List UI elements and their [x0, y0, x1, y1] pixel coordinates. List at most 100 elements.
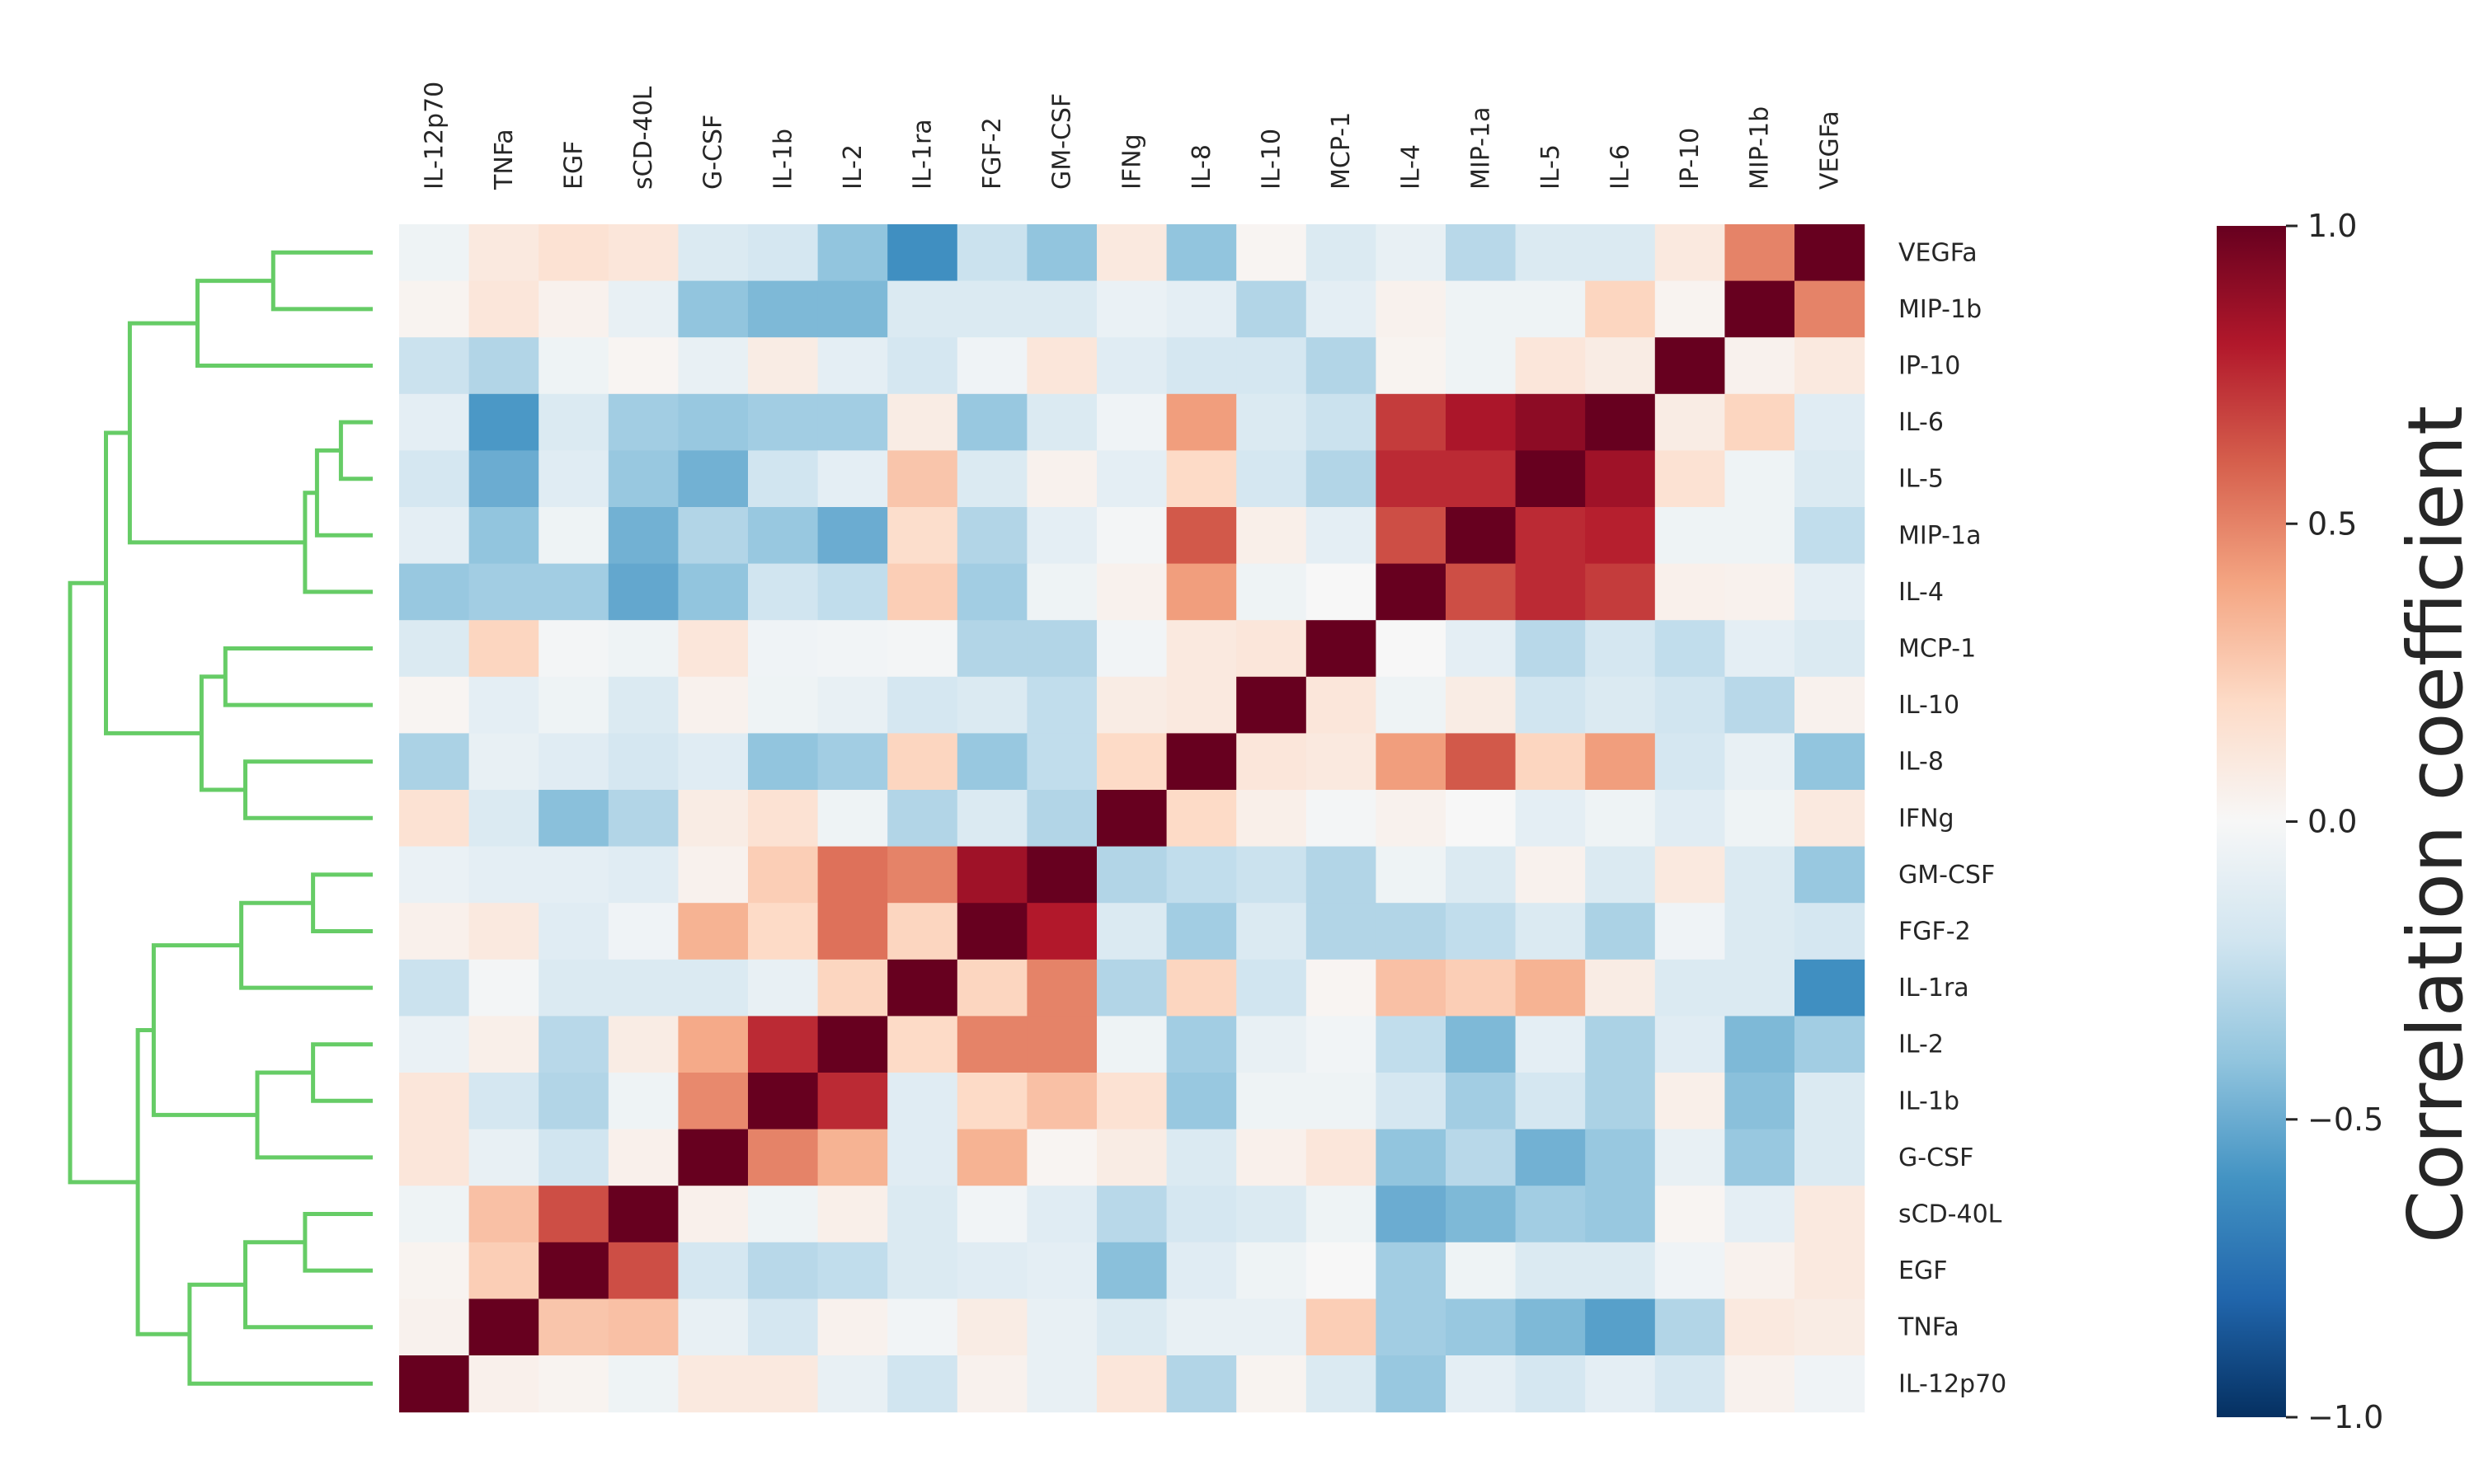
heatmap-cell-IFNg-IL-1ra: [887, 790, 958, 848]
heatmap-cell-IL-6-IL-10: [1236, 393, 1307, 451]
heatmap-cell-IL-12p70-IL-6: [1585, 1355, 1656, 1413]
heatmap-cell-IL-6-IL-4: [1376, 393, 1446, 451]
heatmap-cell-IFNg-EGF: [539, 790, 609, 848]
heatmap-cell-VEGFa-IP-10: [1654, 224, 1725, 282]
heatmap-cell-IL-10-IP-10: [1654, 676, 1725, 734]
heatmap-cell-TNFa-IL-4: [1376, 1298, 1446, 1356]
heatmap-cell-IL-10-G-CSF: [678, 676, 749, 734]
heatmap-cell-IL-4-IL-5: [1515, 563, 1586, 621]
heatmap-cell-G-CSF-IL-1ra: [887, 1129, 958, 1186]
heatmap-cell-sCD-40L-IFNg: [1097, 1186, 1168, 1243]
column-label-MCP-1: MCP-1: [1327, 112, 1356, 190]
heatmap-cell-MIP-1b-IFNg: [1097, 280, 1168, 338]
heatmap-cell-sCD-40L-IL-10: [1236, 1186, 1307, 1243]
heatmap-cell-IFNg-VEGFa: [1794, 790, 1865, 848]
row-label-IL-4: IL-4: [1898, 578, 1944, 607]
heatmap-cell-IL-5-MIP-1a: [1446, 450, 1517, 508]
heatmap-cell-IL-10-MCP-1: [1305, 676, 1376, 734]
heatmap-cell-MCP-1-IL-1b: [748, 620, 819, 678]
heatmap-cell-IL-10-TNFa: [468, 676, 539, 734]
row-label-MCP-1: MCP-1: [1898, 635, 1976, 664]
heatmap-cell-sCD-40L-IL-6: [1585, 1186, 1656, 1243]
heatmap-cell-IL-8-G-CSF: [678, 733, 749, 791]
heatmap-cell-TNFa-IFNg: [1097, 1298, 1168, 1356]
heatmap-cell-EGF-MIP-1b: [1724, 1242, 1795, 1299]
heatmap-cell-TNFa-FGF-2: [957, 1298, 1028, 1356]
heatmap-cell-EGF-IL-8: [1166, 1242, 1237, 1299]
heatmap-cell-IL-6-MCP-1: [1305, 393, 1376, 451]
colorbar-title: Correlation coefficient: [2392, 406, 2474, 1243]
heatmap-cell-GM-CSF-GM-CSF: [1027, 846, 1098, 904]
heatmap-cell-IL-6-EGF: [539, 393, 609, 451]
row-label-IL-8: IL-8: [1898, 748, 1944, 777]
heatmap-cell-IL-1b-IL-2: [817, 1073, 888, 1130]
heatmap-cell-IL-1ra-TNFa: [468, 959, 539, 1017]
heatmap-cell-MIP-1b-IL-12p70: [399, 280, 470, 338]
heatmap-cell-sCD-40L-MCP-1: [1305, 1186, 1376, 1243]
heatmap-cell-IL-6-IL-1ra: [887, 393, 958, 451]
heatmap-cell-MCP-1-IL-8: [1166, 620, 1237, 678]
heatmap-cell-MCP-1-IL-2: [817, 620, 888, 678]
heatmap-cell-IL-1b-IL-1ra: [887, 1073, 958, 1130]
heatmap-cell-MIP-1b-VEGFa: [1794, 280, 1865, 338]
heatmap-cell-IP-10-VEGFa: [1794, 337, 1865, 395]
dendrogram-link-5: [127, 321, 305, 545]
heatmap-cell-IL-1ra-GM-CSF: [1027, 959, 1098, 1017]
heatmap-cell-IP-10-IP-10: [1654, 337, 1725, 395]
heatmap-cell-IL-12p70-G-CSF: [678, 1355, 749, 1413]
heatmap-cell-IL-4-IL-1b: [748, 563, 819, 621]
heatmap-cell-IL-6-IL-6: [1585, 393, 1656, 451]
heatmap-cell-IL-1b-MCP-1: [1305, 1073, 1376, 1130]
heatmap-cell-IFNg-G-CSF: [678, 790, 749, 848]
heatmap-cell-MIP-1b-EGF: [539, 280, 609, 338]
heatmap-cell-IL-12p70-IL-1ra: [887, 1355, 958, 1413]
heatmap-cell-EGF-VEGFa: [1794, 1242, 1865, 1299]
heatmap-cell-IL-6-IL-1b: [748, 393, 819, 451]
heatmap-cell-G-CSF-IP-10: [1654, 1129, 1725, 1186]
heatmap-cell-MIP-1b-MIP-1a: [1446, 280, 1517, 338]
heatmap-cell-sCD-40L-TNFa: [468, 1186, 539, 1243]
heatmap-cell-IP-10-IL-12p70: [399, 337, 470, 395]
heatmap-cell-IL-4-GM-CSF: [1027, 563, 1098, 621]
heatmap-cell-MCP-1-TNFa: [468, 620, 539, 678]
heatmap-cell-IL-10-IL-12p70: [399, 676, 470, 734]
heatmap-cell-G-CSF-EGF: [539, 1129, 609, 1186]
heatmap-cell-FGF-2-MIP-1b: [1724, 903, 1795, 960]
heatmap-cell-MIP-1b-IL-4: [1376, 280, 1446, 338]
heatmap-cell-IL-1b-IL-8: [1166, 1073, 1237, 1130]
heatmap-cell-GM-CSF-IL-6: [1585, 846, 1656, 904]
heatmap-cell-IL-2-IL-6: [1585, 1016, 1656, 1073]
heatmap-cell-MIP-1a-IL-1ra: [887, 507, 958, 565]
heatmap-cell-IL-4-IP-10: [1654, 563, 1725, 621]
heatmap-cell-IL-4-IL-12p70: [399, 563, 470, 621]
heatmap-cell-IL-6-IP-10: [1654, 393, 1725, 451]
heatmap-cell-IP-10-IL-10: [1236, 337, 1307, 395]
heatmap-cell-GM-CSF-FGF-2: [957, 846, 1028, 904]
heatmap-cell-IL-1ra-IL-12p70: [399, 959, 470, 1017]
heatmap-cell-GM-CSF-IP-10: [1654, 846, 1725, 904]
heatmap-cell-FGF-2-IL-12p70: [399, 903, 470, 960]
heatmap-cell-IL-1b-IL-5: [1515, 1073, 1586, 1130]
heatmap-cell-IP-10-IL-4: [1376, 337, 1446, 395]
heatmap-cell-IL-6-MIP-1b: [1724, 393, 1795, 451]
heatmap-cell-EGF-IL-1b: [748, 1242, 819, 1299]
heatmap-cell-FGF-2-IL-8: [1166, 903, 1237, 960]
heatmap-cell-VEGFa-IL-4: [1376, 224, 1446, 282]
row-label-IL-6: IL-6: [1898, 408, 1944, 437]
heatmap-cell-G-CSF-MIP-1b: [1724, 1129, 1795, 1186]
heatmap-cell-IL-6-IFNg: [1097, 393, 1168, 451]
heatmap-cell-G-CSF-IL-12p70: [399, 1129, 470, 1186]
column-label-VEGFa: VEGFa: [1815, 110, 1844, 190]
heatmap-cell-G-CSF-IL-1b: [748, 1129, 819, 1186]
heatmap-cell-VEGFa-IL-10: [1236, 224, 1307, 282]
heatmap-cell-IFNg-IL-10: [1236, 790, 1307, 848]
heatmap-cell-IL-10-IL-4: [1376, 676, 1446, 734]
heatmap-cell-MCP-1-G-CSF: [678, 620, 749, 678]
heatmap-cell-IL-5-EGF: [539, 450, 609, 508]
heatmap-cell-IL-2-MCP-1: [1305, 1016, 1376, 1073]
dendrogram-link-17: [187, 1282, 373, 1386]
heatmap-cell-IL-10-IL-10: [1236, 676, 1307, 734]
heatmap-cell-FGF-2-TNFa: [468, 903, 539, 960]
heatmap-cell-MIP-1a-IFNg: [1097, 507, 1168, 565]
heatmap-cell-IL-2-MIP-1a: [1446, 1016, 1517, 1073]
